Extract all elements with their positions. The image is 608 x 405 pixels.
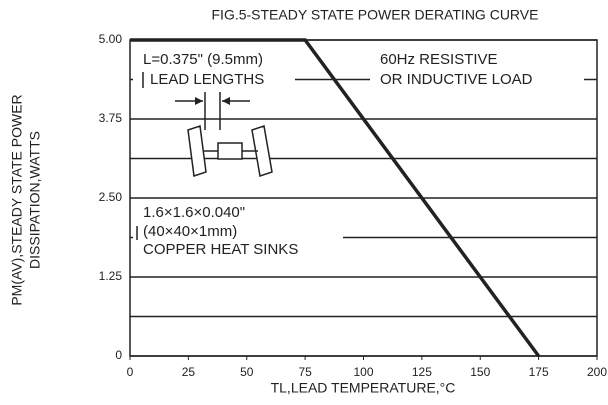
x-tick-label: 200 — [587, 365, 607, 379]
x-tick-label: 50 — [240, 365, 254, 379]
annotation: LEAD LENGTHS — [150, 71, 264, 88]
x-tick-label: 75 — [298, 365, 312, 379]
x-tick-label: 100 — [353, 365, 373, 379]
y-tick-label: 3.75 — [99, 111, 123, 125]
y-axis-label: DISSIPATION,WATTS — [27, 131, 43, 269]
y-tick-label: 1.25 — [99, 269, 123, 283]
line-series — [130, 38, 541, 358]
x-tick-label: 0 — [127, 365, 134, 379]
annotation: 1.6×1.6×0.040" — [143, 204, 245, 221]
annotation: 60Hz RESISTIVE — [380, 51, 498, 68]
annotation-box — [133, 46, 295, 94]
heat-sink — [187, 125, 207, 177]
annotation-box — [370, 46, 584, 94]
x-axis-label: TL,LEAD TEMPERATURE,°C — [271, 380, 456, 396]
annotation: COPPER HEAT SINKS — [143, 241, 298, 258]
y-tick-label: 5.00 — [99, 32, 123, 46]
y-tick-label: 2.50 — [99, 190, 123, 204]
annotation: (40×40×1mm) — [143, 223, 237, 240]
heat-sink — [251, 125, 273, 177]
x-tick-label: 125 — [412, 365, 432, 379]
arrowhead — [222, 97, 230, 105]
x-tick-label: 25 — [182, 365, 196, 379]
annotation: L=0.375" (9.5mm) — [143, 51, 263, 68]
x-tick-label: 175 — [529, 365, 549, 379]
chart-title: FIG.5-STEADY STATE POWER DERATING CURVE — [212, 7, 539, 23]
annotation-box — [133, 203, 343, 259]
component — [217, 142, 243, 160]
arrowhead — [195, 97, 203, 105]
annotation: OR INDUCTIVE LOAD — [380, 71, 533, 88]
y-axis-label: PM(AV),STEADY STATE POWER — [9, 94, 25, 305]
y-tick-label: 0 — [115, 348, 122, 362]
x-tick-label: 150 — [470, 365, 490, 379]
